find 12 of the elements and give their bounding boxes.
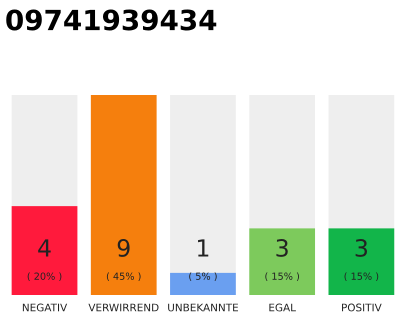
x-tick-label: VERWIRREND (88, 304, 159, 312)
x-tick-label: EGAL (269, 304, 296, 312)
x-tick-label: NEGATIV (22, 304, 68, 312)
x-tick-label: POSITIV (342, 304, 382, 312)
x-tick-label: UNBEKANNTE (168, 304, 238, 312)
data-label: 9 ( 45% ) (106, 239, 141, 282)
data-label: 3 ( 15% ) (344, 239, 378, 282)
data-label: 1 ( 5% ) (189, 239, 217, 282)
data-label: 4 ( 20% ) (28, 239, 62, 282)
bar (170, 272, 236, 296)
chart-title: 09741939434 (6, 9, 216, 30)
data-label: 3 ( 15% ) (265, 239, 300, 282)
